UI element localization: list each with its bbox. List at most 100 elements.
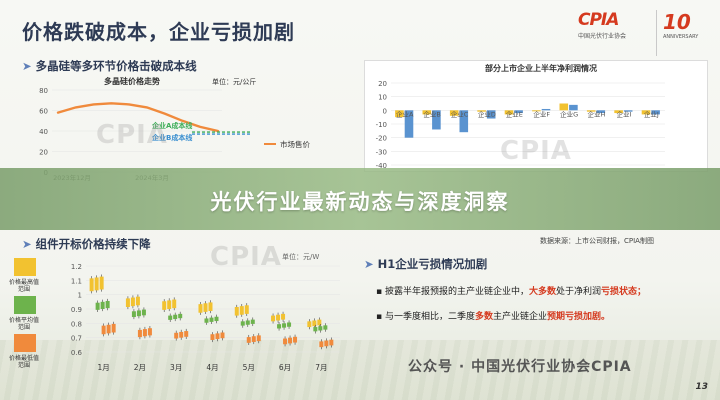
- legend-swatch-high: [14, 258, 36, 276]
- arrow-icon: ➤: [364, 257, 374, 271]
- legend-label-low: 范围: [18, 361, 30, 369]
- section-heading-text: H1企业亏损情况加剧: [377, 257, 488, 271]
- candle-low: [251, 336, 256, 342]
- y-tick-label: 1: [78, 292, 82, 300]
- cpia-logo-brand: CPIA: [578, 10, 619, 30]
- candle-avg: [178, 313, 183, 319]
- page-number: 13: [695, 382, 708, 392]
- legend-label-market-price: 市场售价: [280, 139, 310, 149]
- net-profit-chart: 部分上市企业上半年净利润情况 20 10 0 -10 -20 -30 -40 企业A 企业B 企业C…: [376, 63, 665, 170]
- candle-avg: [168, 315, 173, 320]
- slide-title: 价格跌破成本，企业亏损加剧: [22, 20, 295, 44]
- bullet-highlight: 大多数: [528, 287, 556, 297]
- legend-label-avg: 范围: [18, 323, 30, 331]
- y-tick-label: -10: [376, 121, 387, 129]
- candle-avg: [209, 317, 214, 322]
- chart-unit: 单位：元/公斤: [212, 77, 256, 86]
- bullet-dot: ▪: [376, 312, 385, 322]
- legend-label-high: 价格最高值: [9, 278, 39, 286]
- candle-low: [288, 337, 293, 344]
- candle-high: [281, 313, 286, 320]
- banner-title: 光伏行业最新动态与深度洞察: [210, 190, 510, 214]
- bar-q2: [432, 110, 441, 130]
- x-tick-label: 企业A: [396, 109, 414, 118]
- bar-q2: [514, 110, 523, 114]
- candle-avg: [245, 320, 250, 325]
- x-tick-label: 7月: [315, 363, 327, 372]
- candle-low: [210, 334, 215, 340]
- bar-q1: [586, 110, 596, 112]
- bar-q1: [477, 110, 486, 112]
- bar-q1: [559, 103, 569, 111]
- candle-low: [215, 333, 220, 340]
- candle-avg: [173, 314, 178, 320]
- candle-low: [324, 340, 329, 347]
- bar-q2: [569, 104, 578, 111]
- candle-avg: [95, 302, 100, 310]
- candle-low: [137, 329, 142, 338]
- candle-avg: [318, 326, 323, 331]
- candle-high: [94, 277, 99, 291]
- loss-bullets: ▪ 披露半年报预报的主产业链企业中，大多数处于净利润亏损状态； ▪ 与一季度相比…: [376, 284, 712, 334]
- x-tick-label: 企业F: [533, 109, 550, 118]
- x-tick-label: 企业E: [506, 109, 523, 118]
- candle-low: [179, 331, 184, 338]
- y-tick-label: 1.1: [71, 277, 82, 285]
- y-tick-label: -20: [376, 135, 387, 143]
- bar-q2: [459, 110, 469, 133]
- candle-low: [106, 324, 111, 334]
- bullet-item: ▪ 与一季度相比，二季度多数主产业链企业预期亏损加剧。: [376, 309, 712, 322]
- y-tick-label: 0.7: [71, 335, 82, 343]
- cpia-logo-subtitle: 中国光伏行业协会: [578, 33, 627, 40]
- candle-avg: [287, 322, 292, 327]
- x-tick-label: 6月: [279, 363, 291, 372]
- candle-low: [147, 328, 152, 336]
- candle-high: [167, 300, 172, 309]
- arrow-icon: ➤: [22, 237, 32, 251]
- x-tick-label: 企业D: [478, 109, 496, 118]
- candle-high: [135, 296, 140, 306]
- y-tick-label: 20: [378, 80, 387, 88]
- x-tick-label: 1月: [97, 363, 109, 372]
- bullet-item: ▪ 披露半年报预报的主产业链企业中，大多数处于净利润亏损状态；: [376, 284, 712, 297]
- bar-q1: [532, 110, 541, 112]
- candle-high: [239, 306, 244, 315]
- legend-label-low: 价格最低值: [9, 354, 39, 362]
- candle-low: [220, 332, 225, 339]
- anniversary-number: 10: [663, 10, 691, 34]
- candle-high: [244, 305, 249, 314]
- bullet-text: 披露半年报预报的主产业链企业中，: [384, 287, 529, 297]
- background-field-photo: [0, 340, 720, 400]
- wechat-account-watermark: 公众号 · 中国光伏行业协会CPIA: [408, 359, 632, 375]
- anniversary-label: ANNIVERSARY: [663, 34, 699, 40]
- bullet-text: 与一季度相比，二季度: [384, 312, 475, 322]
- candle-low: [319, 341, 324, 348]
- chart-title: 部分上市企业上半年净利润情况: [485, 63, 597, 73]
- cpia-watermark: CPIA: [96, 120, 168, 150]
- bar-q1: [504, 110, 514, 115]
- candle-low: [101, 325, 106, 335]
- label-cost-a: 企业A成本线: [151, 121, 192, 130]
- candle-high: [234, 306, 239, 316]
- candle-high: [317, 319, 322, 326]
- legend-label-avg: 价格平均值: [9, 316, 39, 324]
- x-tick-label: 企业C: [451, 109, 469, 118]
- title-banner: [0, 168, 720, 230]
- candle-avg: [250, 319, 255, 324]
- y-tick-label: 60: [39, 108, 48, 116]
- bar-q2: [486, 110, 496, 119]
- candle-avg: [277, 324, 282, 329]
- bullet-text: 处于净利润: [556, 287, 602, 297]
- bar-q2: [651, 110, 660, 115]
- bar-q1: [395, 110, 404, 118]
- section-heading-text: 组件开标价格持续下降: [35, 237, 151, 251]
- bar-q2: [404, 110, 414, 138]
- bar-q1: [422, 110, 432, 115]
- y-tick-label: 0.9: [71, 306, 82, 314]
- candle-low: [329, 339, 334, 346]
- y-tick-label: 80: [39, 87, 48, 95]
- section-heading-text: 多晶硅等多环节价格击破成本线: [35, 59, 197, 73]
- bullet-text: 主产业链企业: [493, 312, 548, 322]
- candle-high: [307, 321, 312, 328]
- module-price-chart: 1.2 1.1 1 0.9 0.8 0.7 0.6 1月 2月 3月 4月 5月 6月 7月 价格最高值范围…: [9, 258, 340, 372]
